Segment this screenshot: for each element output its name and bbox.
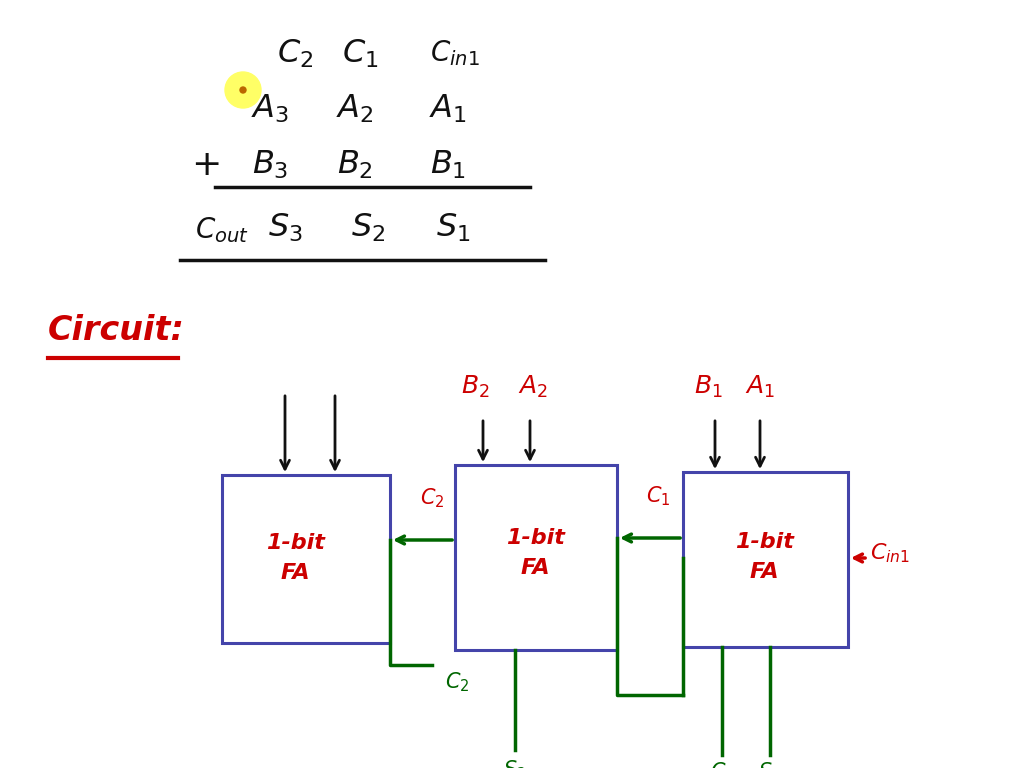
Text: $C_2$: $C_2$: [420, 486, 444, 510]
Text: $C_{in1}$: $C_{in1}$: [430, 38, 480, 68]
Text: 1-bit
FA: 1-bit FA: [265, 533, 325, 583]
Text: $C_r$: $C_r$: [711, 760, 733, 768]
Bar: [222, 475, 390, 643]
Text: $S_2$: $S_2$: [351, 212, 385, 244]
Text: 1-bit
FA: 1-bit FA: [506, 528, 564, 578]
Bar: [455, 465, 617, 650]
Text: Circuit:: Circuit:: [48, 313, 185, 346]
Text: $A_2$: $A_2$: [518, 374, 548, 400]
Text: $C_2$: $C_2$: [276, 38, 313, 71]
Text: $A_1$: $A_1$: [745, 374, 775, 400]
Text: $+$: $+$: [190, 148, 219, 182]
Text: $B_2$: $B_2$: [461, 374, 489, 400]
Text: $A_1$: $A_1$: [429, 93, 467, 125]
Text: $C_{out}$: $C_{out}$: [195, 215, 249, 245]
Text: $S_3$: $S_3$: [267, 212, 302, 244]
Bar: [683, 472, 848, 647]
Text: $B_2$: $B_2$: [337, 149, 373, 181]
Text: $S_2$: $S_2$: [504, 758, 526, 768]
Circle shape: [240, 87, 246, 93]
Text: $A_2$: $A_2$: [336, 93, 374, 125]
Text: $C_1$: $C_1$: [342, 38, 378, 71]
Text: $C_2$: $C_2$: [445, 670, 469, 694]
Text: $B_1$: $B_1$: [693, 374, 722, 400]
Text: $S_1$: $S_1$: [436, 212, 470, 244]
Text: $C_{in1}$: $C_{in1}$: [870, 541, 910, 564]
Text: $B_1$: $B_1$: [430, 149, 466, 181]
Text: $S_1$: $S_1$: [759, 760, 781, 768]
Text: $B_3$: $B_3$: [252, 149, 288, 181]
Text: $C_1$: $C_1$: [646, 485, 671, 508]
Text: 1-bit
FA: 1-bit FA: [734, 532, 794, 582]
Text: $A_3$: $A_3$: [251, 93, 289, 125]
Circle shape: [225, 72, 261, 108]
